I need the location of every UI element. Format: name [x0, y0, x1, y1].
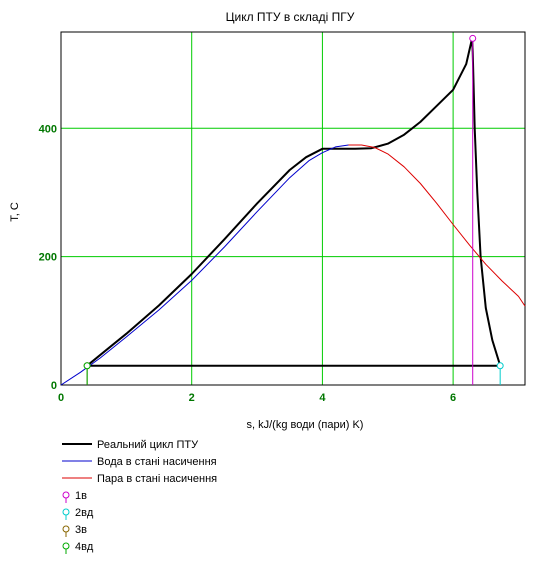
x-tick-label: 2	[189, 392, 195, 404]
legend-marker-3в	[62, 525, 70, 533]
series-line-1	[60, 144, 349, 386]
legend-entry-label: Вода в стані насичення	[97, 456, 217, 468]
legend-marker-2вд	[62, 508, 70, 516]
series-line-0	[86, 37, 502, 367]
point-markers	[83, 34, 504, 385]
legend-entry-label: 4вд	[75, 541, 94, 553]
legend-entry-label: Реальний цикл ПТУ	[97, 439, 199, 451]
x-axis-label: s, kJ/(kg води (пари) K)	[247, 419, 364, 431]
legend-entry-label: 1в	[75, 490, 87, 502]
axis-tick-labels: 0 2 4 6 0 200 400	[39, 123, 457, 404]
legend-marker-1в	[62, 491, 70, 499]
y-tick-label: 0	[51, 380, 57, 392]
y-tick-label: 200	[39, 252, 57, 264]
x-tick-label: 6	[450, 392, 456, 404]
legend-entry-label: 2вд	[75, 507, 94, 519]
legend: Реальний цикл ПТУ Вода в стані насичення П…	[62, 439, 217, 554]
legend-entry-label: Пара в стані насичення	[97, 473, 217, 485]
y-axis-label: T, C	[9, 202, 21, 222]
legend-entry-label: 3в	[75, 524, 87, 536]
y-tick-label: 400	[39, 123, 57, 135]
chart-title: Цикл ПТУ в складі ПГУ	[226, 10, 355, 24]
plot-frame	[60, 31, 526, 386]
marker-1в	[469, 34, 477, 42]
marker-4вд	[83, 362, 91, 370]
legend-marker-4вд	[62, 542, 70, 550]
series-lines	[60, 37, 526, 386]
marker-2вд	[496, 362, 504, 370]
x-tick-label: 4	[319, 392, 326, 404]
x-tick-label: 0	[58, 392, 64, 404]
series-line-2	[348, 144, 526, 307]
